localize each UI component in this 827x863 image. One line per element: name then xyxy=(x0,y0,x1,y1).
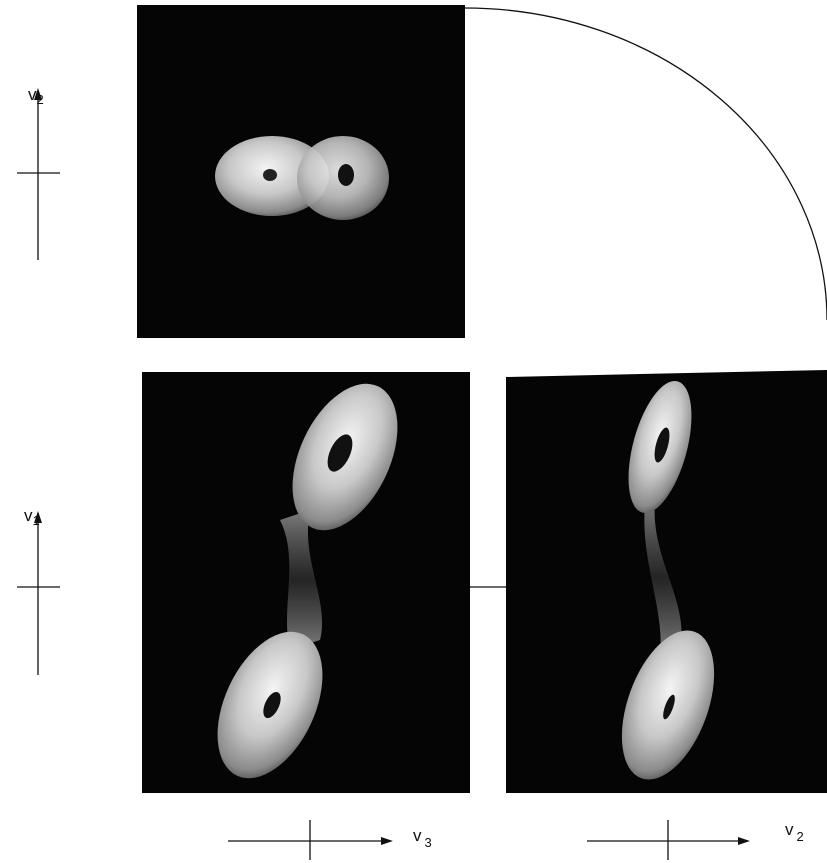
axis-label: v2 xyxy=(28,85,44,107)
axis-label-subscript: 2 xyxy=(797,829,804,844)
axis-glyph: v1 xyxy=(17,506,60,675)
axis-label-subscript: 2 xyxy=(37,92,44,107)
axis-label: v1 xyxy=(24,506,40,528)
axis-glyph: v2 xyxy=(17,85,60,260)
figure: v2 v1 v3 v2 xyxy=(0,0,827,863)
axis-label-subscript: 3 xyxy=(425,835,432,850)
surface-hole xyxy=(263,169,277,181)
axis-arrow xyxy=(738,837,750,845)
connector-arc xyxy=(465,8,827,320)
axis-label-base: v xyxy=(413,826,422,845)
surface-hole xyxy=(338,164,354,186)
axis-label-subscript: 1 xyxy=(33,513,40,528)
panel-bottom-left xyxy=(142,367,470,794)
axis-arrow xyxy=(381,837,393,845)
panel-bottom-right xyxy=(506,370,827,793)
panel-top xyxy=(137,5,465,338)
axis-label-base: v xyxy=(785,820,794,839)
